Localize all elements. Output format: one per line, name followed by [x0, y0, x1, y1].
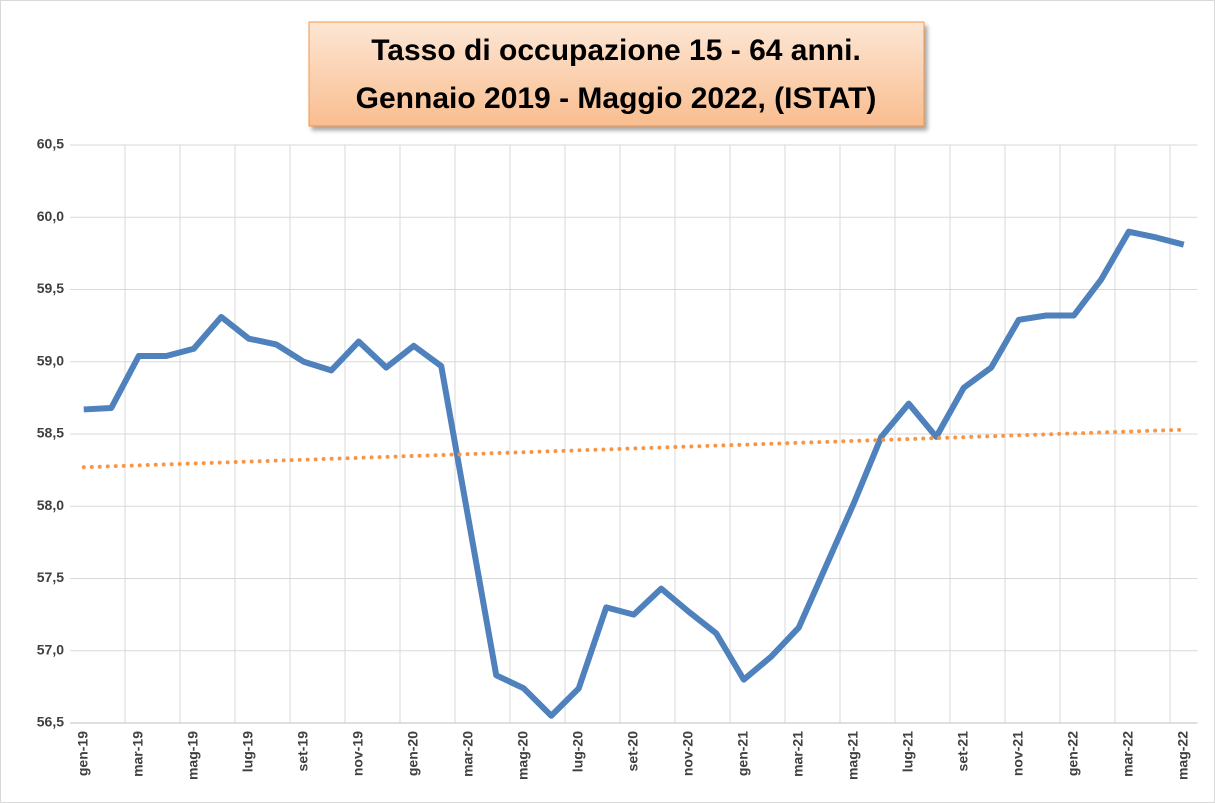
x-tick-label: set-20 [624, 731, 640, 772]
x-tick-label: mar-19 [129, 731, 145, 777]
line-series [83, 228, 1185, 719]
x-tick-label: mag-19 [184, 731, 200, 780]
x-tick-label: mag-22 [1174, 731, 1190, 780]
y-tick-label: 57,0 [37, 641, 64, 657]
chart-title: Gennaio 2019 - Maggio 2022, (ISTAT) [356, 82, 877, 115]
x-tick-label: lug-21 [899, 731, 915, 772]
x-tick-label: mar-22 [1119, 731, 1135, 777]
x-tick-label: set-19 [294, 731, 310, 772]
x-tick-label: nov-21 [1009, 731, 1025, 776]
x-tick-label: gen-22 [1064, 731, 1080, 776]
x-tick-label: lug-19 [239, 731, 255, 772]
chart-title: Tasso di occupazione 15 - 64 anni. [371, 34, 861, 67]
y-tick-label: 58,0 [37, 497, 64, 513]
x-tick-label: lug-20 [569, 731, 585, 772]
trend-line [81, 427, 1186, 470]
x-tick-label: nov-19 [349, 731, 365, 776]
x-tick-label: mar-20 [459, 731, 475, 777]
x-tick-label: mar-21 [789, 731, 805, 777]
y-tick-label: 60,5 [37, 136, 64, 152]
x-tick-label: nov-20 [679, 731, 695, 776]
title-box [308, 21, 925, 127]
y-tick-label: 60,0 [37, 208, 64, 224]
y-tick-label: 59,0 [37, 352, 64, 368]
y-tick-label: 59,5 [37, 280, 64, 296]
x-tick-label: gen-20 [404, 731, 420, 776]
x-tick-label: mag-20 [514, 731, 530, 780]
y-tick-label: 57,5 [37, 569, 64, 585]
x-tick-label: set-21 [954, 731, 970, 772]
plot-area: 56,5 57,0 57,5 58,0 58,5 59,0 59,5 60,0 60,5 gen-… [37, 136, 1198, 780]
y-tick-label: 56,5 [37, 714, 64, 730]
x-tick-label: gen-19 [74, 731, 90, 776]
y-tick-label: 58,5 [37, 425, 64, 441]
x-tick-label: gen-21 [734, 731, 750, 776]
x-tick-label: mag-21 [844, 731, 860, 780]
